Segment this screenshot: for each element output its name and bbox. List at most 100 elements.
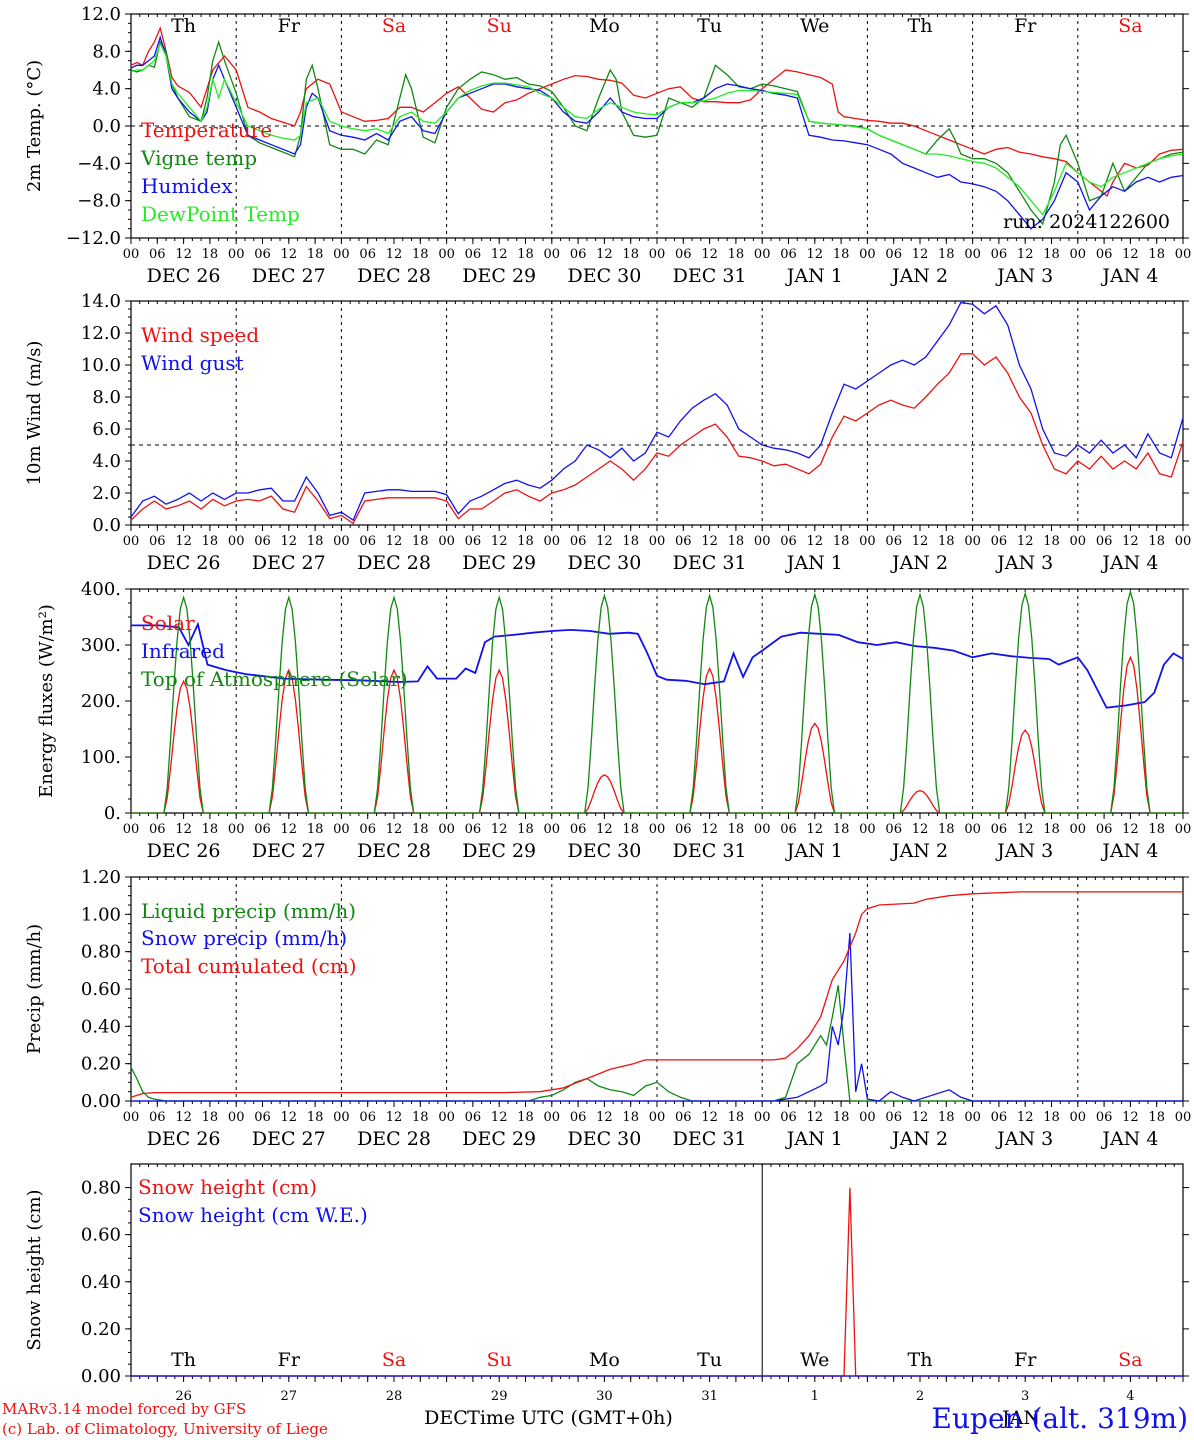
x-date-label: JAN 4 bbox=[1100, 840, 1158, 862]
x-date-label: JAN 4 bbox=[1100, 552, 1158, 574]
legend-entry: Wind gust bbox=[141, 351, 244, 375]
x-hour-label: 00 bbox=[228, 534, 245, 549]
x-hour-label: 18 bbox=[728, 534, 745, 549]
x-hour-label: 06 bbox=[359, 822, 376, 837]
x-hour-label: 06 bbox=[254, 822, 271, 837]
x-hour-label: 06 bbox=[465, 247, 482, 262]
x-date-label: DEC 29 bbox=[462, 552, 536, 574]
x-hour-label: 06 bbox=[1096, 247, 1113, 262]
x-hour-label: 18 bbox=[1148, 1110, 1165, 1125]
x-hour-label: 00 bbox=[123, 1110, 140, 1125]
x-day-number: 2 bbox=[916, 1389, 924, 1404]
y-tick-label: 1.00 bbox=[81, 904, 121, 925]
x-hour-label: 00 bbox=[123, 247, 140, 262]
x-date-label: DEC 27 bbox=[252, 1128, 326, 1150]
x-hour-label: 00 bbox=[1070, 247, 1087, 262]
x-hour-label: 12 bbox=[1122, 1110, 1139, 1125]
x-date-label: DEC 28 bbox=[357, 1128, 431, 1150]
x-hour-label: 00 bbox=[544, 1110, 561, 1125]
x-hour-label: 18 bbox=[412, 822, 429, 837]
x-hour-label: 00 bbox=[228, 822, 245, 837]
y-tick-label: 1.20 bbox=[81, 867, 121, 888]
x-hour-label: 18 bbox=[833, 1110, 850, 1125]
x-axis-label: Time UTC (GMT+0h) bbox=[467, 1407, 673, 1429]
x-hour-label: 06 bbox=[780, 1110, 797, 1125]
x-hour-label: 12 bbox=[386, 534, 403, 549]
x-hour-label: 00 bbox=[964, 822, 981, 837]
y-tick-label: 0.0 bbox=[92, 116, 121, 137]
y-tick-label: 12.0 bbox=[81, 4, 121, 25]
x-hour-label: 12 bbox=[386, 822, 403, 837]
x-hour-label: 18 bbox=[307, 534, 324, 549]
legend-entry: Solar bbox=[141, 611, 195, 635]
x-hour-label: 18 bbox=[412, 534, 429, 549]
weekday-label: Mo bbox=[589, 1349, 620, 1371]
x-day-number: 4 bbox=[1126, 1389, 1134, 1404]
series-line-temperature bbox=[130, 25, 1184, 198]
x-hour-label: 12 bbox=[1122, 247, 1139, 262]
x-hour-label: 06 bbox=[570, 247, 587, 262]
series-line-dewpoint-temp bbox=[130, 42, 1184, 216]
x-date-label: JAN 1 bbox=[785, 840, 843, 862]
x-hour-label: 18 bbox=[202, 1110, 219, 1125]
x-hour-label: 00 bbox=[544, 534, 561, 549]
credit-line: (c) Lab. of Climatology, University of L… bbox=[2, 1420, 328, 1438]
x-hour-label: 12 bbox=[1017, 534, 1034, 549]
weekday-label: Sa bbox=[382, 15, 406, 37]
x-hour-label: 18 bbox=[833, 247, 850, 262]
x-hour-label: 18 bbox=[833, 822, 850, 837]
legend-entry: Infrared bbox=[141, 639, 225, 663]
x-hour-label: 12 bbox=[175, 822, 192, 837]
x-day-number: 26 bbox=[175, 1389, 192, 1404]
x-hour-label: 18 bbox=[517, 247, 534, 262]
x-hour-label: 12 bbox=[386, 247, 403, 262]
y-axis-label: 10m Wind (m/s) bbox=[24, 341, 45, 486]
legend-entry: Liquid precip (mm/h) bbox=[141, 899, 356, 923]
x-hour-label: 00 bbox=[964, 247, 981, 262]
x-hour-label: 00 bbox=[333, 1110, 350, 1125]
x-hour-label: 18 bbox=[307, 1110, 324, 1125]
weekday-label: Fr bbox=[278, 15, 301, 37]
x-date-label: JAN 1 bbox=[785, 552, 843, 574]
x-hour-label: 18 bbox=[1148, 822, 1165, 837]
x-date-label: DEC 29 bbox=[462, 840, 536, 862]
x-hour-label: 06 bbox=[780, 534, 797, 549]
x-day-number: 1 bbox=[811, 1389, 819, 1404]
x-hour-label: 00 bbox=[1070, 822, 1087, 837]
x-hour-label: 12 bbox=[701, 247, 718, 262]
y-tick-label: 100. bbox=[81, 747, 121, 768]
y-tick-label: 0.80 bbox=[81, 1178, 121, 1199]
weekday-label: Fr bbox=[1014, 15, 1037, 37]
y-tick-label: 0.40 bbox=[81, 1272, 121, 1293]
x-hour-label: 06 bbox=[254, 534, 271, 549]
x-hour-label: 18 bbox=[202, 822, 219, 837]
weekday-label: Su bbox=[487, 15, 512, 37]
x-date-label: DEC 30 bbox=[567, 265, 641, 287]
x-hour-label: 18 bbox=[938, 247, 955, 262]
x-day-number: 28 bbox=[386, 1389, 403, 1404]
x-hour-label: 12 bbox=[175, 534, 192, 549]
x-hour-label: 00 bbox=[1070, 1110, 1087, 1125]
x-hour-label: 12 bbox=[701, 1110, 718, 1125]
x-hour-label: 12 bbox=[1017, 822, 1034, 837]
x-hour-label: 06 bbox=[885, 1110, 902, 1125]
panel-4 bbox=[125, 876, 1189, 1107]
x-hour-label: 06 bbox=[780, 822, 797, 837]
y-tick-label: 2.0 bbox=[92, 483, 121, 504]
x-hour-label: 00 bbox=[859, 247, 876, 262]
x-hour-label: 06 bbox=[465, 534, 482, 549]
x-date-label: JAN 3 bbox=[995, 1128, 1053, 1150]
x-hour-label: 00 bbox=[228, 247, 245, 262]
x-hour-label: 12 bbox=[491, 1110, 508, 1125]
x-hour-label: 06 bbox=[1096, 534, 1113, 549]
x-date-label: DEC 29 bbox=[462, 1128, 536, 1150]
x-hour-label: 00 bbox=[649, 822, 666, 837]
x-hour-label: 18 bbox=[517, 822, 534, 837]
x-hour-label: 06 bbox=[359, 534, 376, 549]
x-hour-label: 00 bbox=[754, 822, 771, 837]
x-hour-label: 06 bbox=[780, 247, 797, 262]
x-hour-label: 12 bbox=[807, 1110, 824, 1125]
y-tick-label: 8.0 bbox=[92, 387, 121, 408]
x-hour-label: 12 bbox=[1122, 534, 1139, 549]
x-hour-label: 18 bbox=[1148, 247, 1165, 262]
